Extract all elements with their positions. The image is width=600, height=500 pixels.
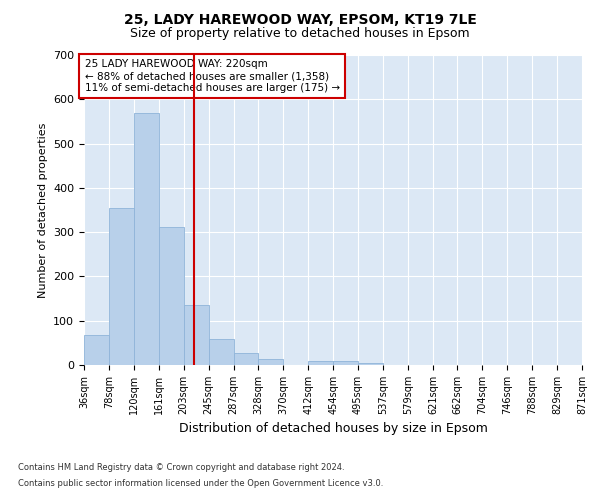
- Bar: [308, 360, 333, 365]
- Bar: [184, 305, 209, 365]
- Y-axis label: Number of detached properties: Number of detached properties: [38, 122, 47, 298]
- Bar: [109, 208, 134, 365]
- Bar: [233, 353, 258, 365]
- X-axis label: Distribution of detached houses by size in Epsom: Distribution of detached houses by size …: [179, 422, 487, 436]
- Text: Contains HM Land Registry data © Crown copyright and database right 2024.: Contains HM Land Registry data © Crown c…: [18, 464, 344, 472]
- Text: 25 LADY HAREWOOD WAY: 220sqm
← 88% of detached houses are smaller (1,358)
11% of: 25 LADY HAREWOOD WAY: 220sqm ← 88% of de…: [85, 60, 340, 92]
- Bar: [209, 340, 233, 365]
- Bar: [158, 227, 184, 365]
- Text: Size of property relative to detached houses in Epsom: Size of property relative to detached ho…: [130, 28, 470, 40]
- Text: Contains public sector information licensed under the Open Government Licence v3: Contains public sector information licen…: [18, 478, 383, 488]
- Bar: [258, 359, 283, 365]
- Bar: [134, 114, 158, 365]
- Text: 25, LADY HAREWOOD WAY, EPSOM, KT19 7LE: 25, LADY HAREWOOD WAY, EPSOM, KT19 7LE: [124, 12, 476, 26]
- Bar: [84, 335, 109, 365]
- Bar: [333, 360, 358, 365]
- Bar: [358, 363, 383, 365]
